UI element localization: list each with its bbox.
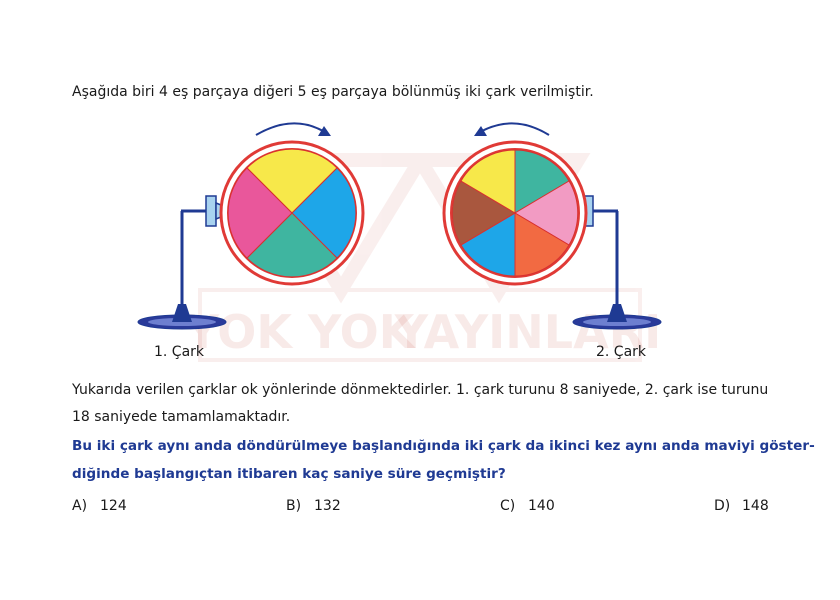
intro-text: Aşağıda biri 4 eş parçaya diğeri 5 eş pa… [72,84,594,100]
wheel1-segment-pink [227,167,293,259]
option-d-letter: D) [714,498,731,514]
wheel2-segment-yellow [460,149,516,214]
wheel2-segment-orange [514,212,570,277]
wheels-figure: YOK YOK YAYINLARI [137,122,662,362]
wheel1-segment-blue [291,167,357,259]
option-a-value: 124 [100,498,127,514]
wheel2-segment-teal [514,149,570,214]
option-c-value: 140 [528,498,555,514]
wheel2-segment-blue [460,212,516,277]
watermark-left: YOK YOK [185,305,417,359]
option-b-letter: B) [286,498,302,514]
wheel1-label: 1. Çark [154,344,205,360]
option-c-letter: C) [500,498,516,514]
wheel2 [442,140,588,286]
wheel1-segment-teal [246,212,338,278]
question-line-2: diğinde başlangıçtan itibaren kaç saniye… [72,466,506,482]
wheel1-arrow [255,122,331,136]
wheel1 [219,140,365,286]
body-line-1: Yukarıda verilen çarklar ok yönlerinde d… [72,382,769,398]
body-line-2: 18 saniyede tamamlamaktadır. [72,409,291,425]
wheel2-segment-brown [451,180,516,246]
option-d-value: 148 [742,498,769,514]
wheel1-segment-yellow [246,148,338,214]
wheel2-stand [562,195,662,330]
option-b-value: 132 [314,498,341,514]
wheel2-label: 2. Çark [596,344,647,360]
question-line-1: Bu iki çark aynı anda döndürülmeye başla… [72,438,815,454]
wheel1-stand [137,195,239,330]
wheel2-arrow [474,122,550,136]
option-a-letter: A) [72,498,88,514]
wheel2-segment-pink [514,180,579,246]
